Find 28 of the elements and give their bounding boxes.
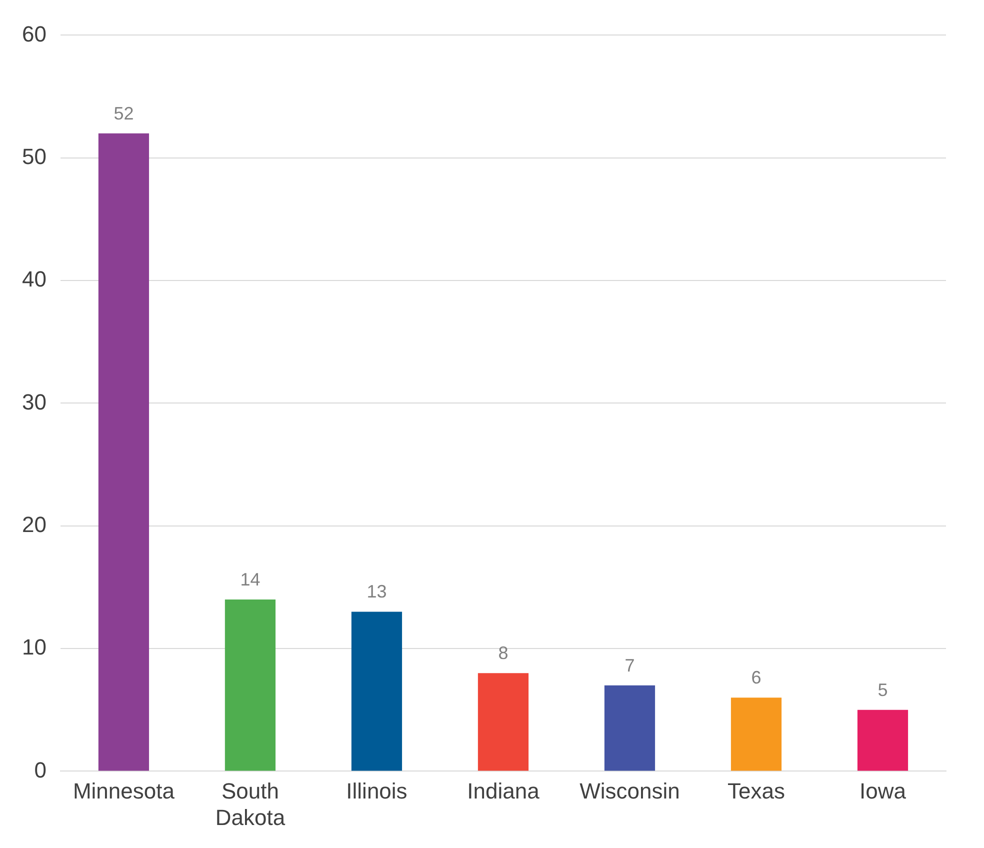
bar (478, 673, 529, 771)
data-label: 7 (624, 655, 635, 676)
y-tick-label: 30 (22, 389, 46, 414)
bar (730, 698, 782, 771)
x-tick-label: Indiana (467, 778, 540, 804)
bar (857, 710, 908, 771)
y-tick-label: 60 (22, 21, 46, 46)
data-label: 8 (498, 643, 508, 664)
x-tick-label: Illinois (346, 778, 408, 804)
bar (604, 685, 656, 771)
data-label: 13 (366, 582, 387, 602)
bar (351, 612, 402, 771)
x-tick-label: South Dakota (215, 778, 286, 830)
x-tick-label: Texas (728, 778, 785, 804)
y-tick-label: 50 (22, 144, 46, 169)
x-tick-label: Wisconsin (580, 778, 680, 804)
y-tick-label: 20 (22, 512, 46, 537)
y-tick-label: 40 (22, 266, 46, 292)
data-label: 14 (240, 569, 260, 590)
x-tick-label: Minnesota (72, 778, 176, 804)
data-label: 5 (878, 680, 888, 700)
y-tick-label: 0 (34, 757, 46, 782)
x-tick-label: Iowa (860, 778, 907, 804)
data-label: 52 (114, 103, 134, 124)
bar (224, 599, 276, 771)
y-tick-label: 10 (22, 634, 46, 660)
data-label: 6 (751, 668, 762, 688)
bar (98, 133, 150, 771)
